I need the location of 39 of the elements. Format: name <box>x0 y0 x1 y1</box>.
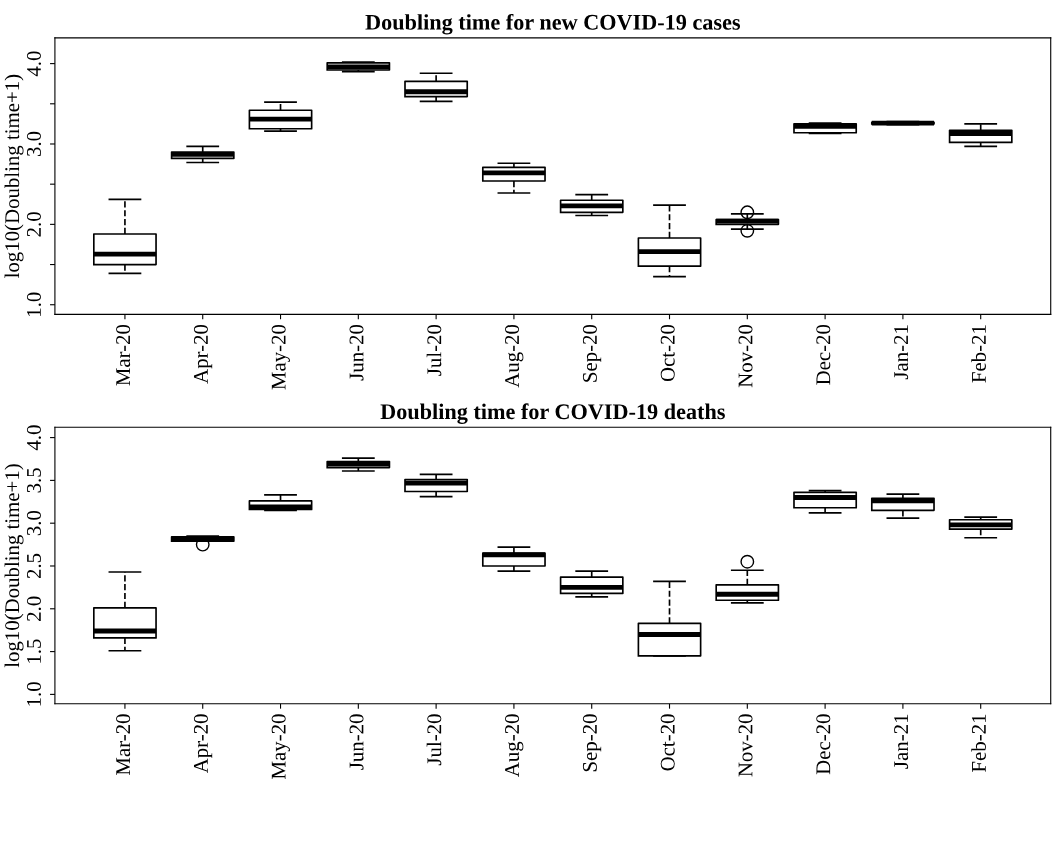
x-tick-label: May-20 <box>271 714 290 779</box>
y-tick-label: 2.0 <box>26 596 42 621</box>
y-tick-label: 3.5 <box>26 468 42 493</box>
x-tick-label: Dec-20 <box>816 714 831 775</box>
x-tick-label: May-20 <box>271 324 290 390</box>
y-tick-label: 3.0 <box>26 131 42 157</box>
y-tick-label: 2.0 <box>26 212 42 237</box>
x-tick-label: Aug-20 <box>505 324 524 388</box>
chart-title: Doubling time for COVID-19 deaths <box>380 403 725 424</box>
x-tick-label: Jan-21 <box>894 714 909 769</box>
x-tick-label: Jul-20 <box>426 324 442 376</box>
y-tick-label: 3.0 <box>26 510 42 536</box>
x-tick-label: Oct-20 <box>660 324 675 382</box>
y-tick-label: 4.0 <box>26 51 42 77</box>
x-tick-label: Jul-20 <box>426 714 442 766</box>
x-tick-label: Mar-20 <box>116 324 131 386</box>
y-axis-title: log10(Doubling time+1) <box>4 74 24 278</box>
chart-title: Doubling time for new COVID-19 cases <box>365 13 741 35</box>
x-tick-label: Jun-20 <box>349 714 364 770</box>
x-tick-label: Mar-20 <box>116 714 131 775</box>
x-tick-label: Apr-20 <box>193 324 213 384</box>
x-tick-label: Oct-20 <box>660 714 675 771</box>
x-tick-label: Jun-20 <box>349 324 364 381</box>
x-tick-label: Nov-20 <box>738 714 753 777</box>
x-tick-label: Feb-21 <box>971 325 986 383</box>
x-tick-label: Feb-21 <box>971 714 986 772</box>
x-tick-label: Apr-20 <box>193 714 213 774</box>
y-axis-title: log10(Doubling time+1) <box>4 464 24 668</box>
x-tick-label: Dec-20 <box>816 324 831 385</box>
y-tick-label: 1.5 <box>27 639 42 663</box>
y-tick-label: 2.5 <box>26 553 42 579</box>
y-tick-label: 4.0 <box>26 425 42 451</box>
x-tick-label: Nov-20 <box>738 324 753 388</box>
y-tick-label: 1.0 <box>26 682 42 706</box>
y-tick-label: 1.0 <box>26 292 42 316</box>
x-tick-label: Jan-21 <box>894 325 909 380</box>
x-tick-label: Aug-20 <box>505 714 524 777</box>
x-tick-label: Sep-20 <box>582 714 602 772</box>
x-tick-label: Sep-20 <box>582 324 602 382</box>
